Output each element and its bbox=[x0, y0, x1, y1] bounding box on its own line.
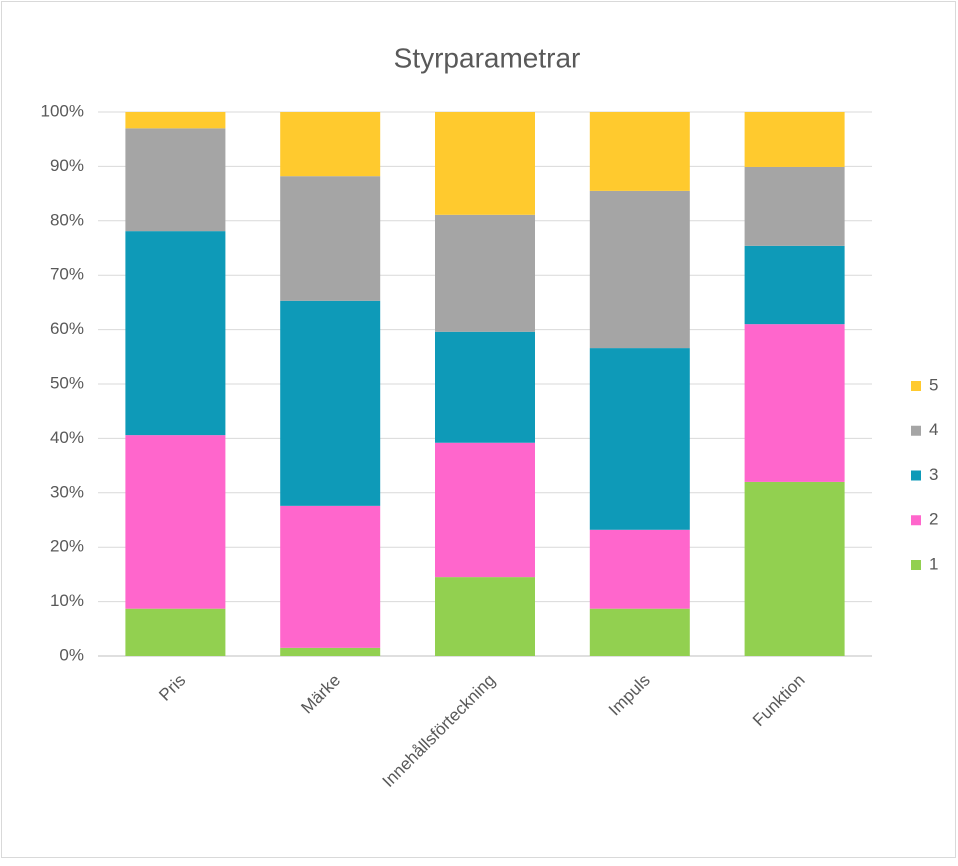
bar-segment bbox=[435, 112, 535, 215]
bar-segment bbox=[589, 112, 690, 191]
y-tick-label: 90% bbox=[50, 156, 84, 175]
y-tick-label: 100% bbox=[41, 101, 84, 120]
bar-segment bbox=[589, 529, 690, 609]
bar-segment bbox=[280, 505, 381, 648]
y-tick-label: 20% bbox=[50, 537, 84, 556]
bar-segment bbox=[435, 442, 535, 578]
legend-label: 2 bbox=[929, 510, 938, 529]
legend-swatch bbox=[911, 425, 921, 436]
bar-segment bbox=[589, 348, 690, 530]
bar-segment bbox=[280, 112, 381, 177]
y-tick-label: 40% bbox=[50, 428, 84, 447]
bar-segment bbox=[435, 214, 535, 332]
legend-swatch bbox=[911, 381, 921, 391]
bar-segment bbox=[125, 128, 226, 232]
legend-label: 1 bbox=[929, 554, 938, 573]
bar-segment bbox=[744, 166, 845, 246]
legend-label: 4 bbox=[929, 420, 938, 439]
bar-segment bbox=[744, 324, 845, 482]
legend-swatch bbox=[911, 515, 921, 526]
legend-label: 5 bbox=[929, 375, 938, 394]
legend-swatch bbox=[911, 470, 921, 481]
bar-segment bbox=[744, 245, 845, 325]
bar-segment bbox=[125, 112, 226, 129]
legend-label: 3 bbox=[929, 465, 938, 484]
bar-segment bbox=[125, 608, 226, 656]
y-tick-label: 80% bbox=[50, 210, 84, 229]
y-tick-label: 50% bbox=[50, 373, 84, 392]
bar-segment bbox=[744, 481, 845, 656]
chart-title: Styrparametrar bbox=[394, 42, 581, 73]
bar-segment bbox=[744, 112, 845, 167]
bar-segment bbox=[280, 300, 381, 506]
bar-segment bbox=[125, 435, 226, 609]
bar-segment bbox=[589, 190, 690, 349]
y-tick-label: 60% bbox=[50, 319, 84, 338]
bar-segment bbox=[280, 176, 381, 301]
bar-segment bbox=[435, 577, 535, 656]
legend-swatch bbox=[911, 560, 921, 570]
y-tick-label: 0% bbox=[59, 645, 84, 664]
y-tick-label: 10% bbox=[50, 591, 84, 610]
bar-segment bbox=[125, 231, 226, 436]
y-tick-label: 30% bbox=[50, 482, 84, 501]
y-tick-label: 70% bbox=[50, 265, 84, 284]
bar-segment bbox=[435, 331, 535, 443]
bar-segment bbox=[589, 608, 690, 656]
bar-segment bbox=[280, 647, 381, 656]
